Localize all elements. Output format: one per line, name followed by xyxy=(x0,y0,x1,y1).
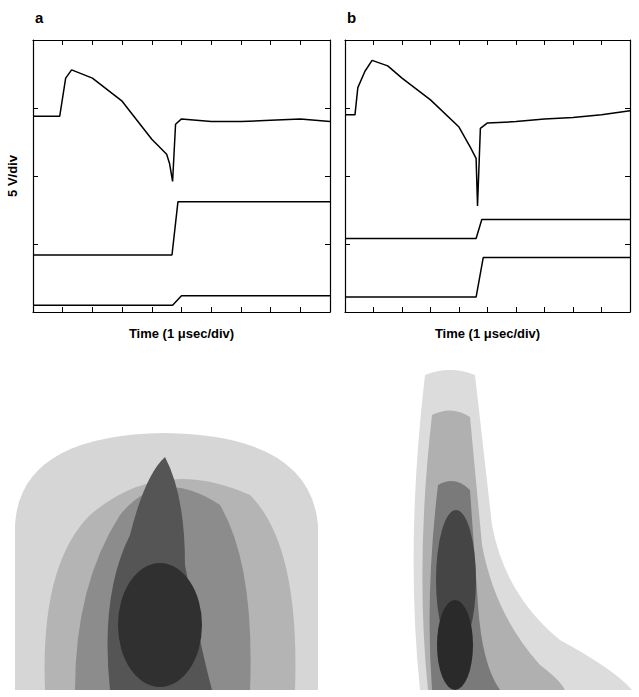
svg-text:Time (1 μsec/div): Time (1 μsec/div) xyxy=(129,326,234,341)
svg-text:a: a xyxy=(35,9,44,26)
svg-text:Time (1 μsec/div): Time (1 μsec/div) xyxy=(435,326,540,341)
svg-text:5 V/div: 5 V/div xyxy=(5,154,20,197)
svg-text:b: b xyxy=(347,9,356,26)
